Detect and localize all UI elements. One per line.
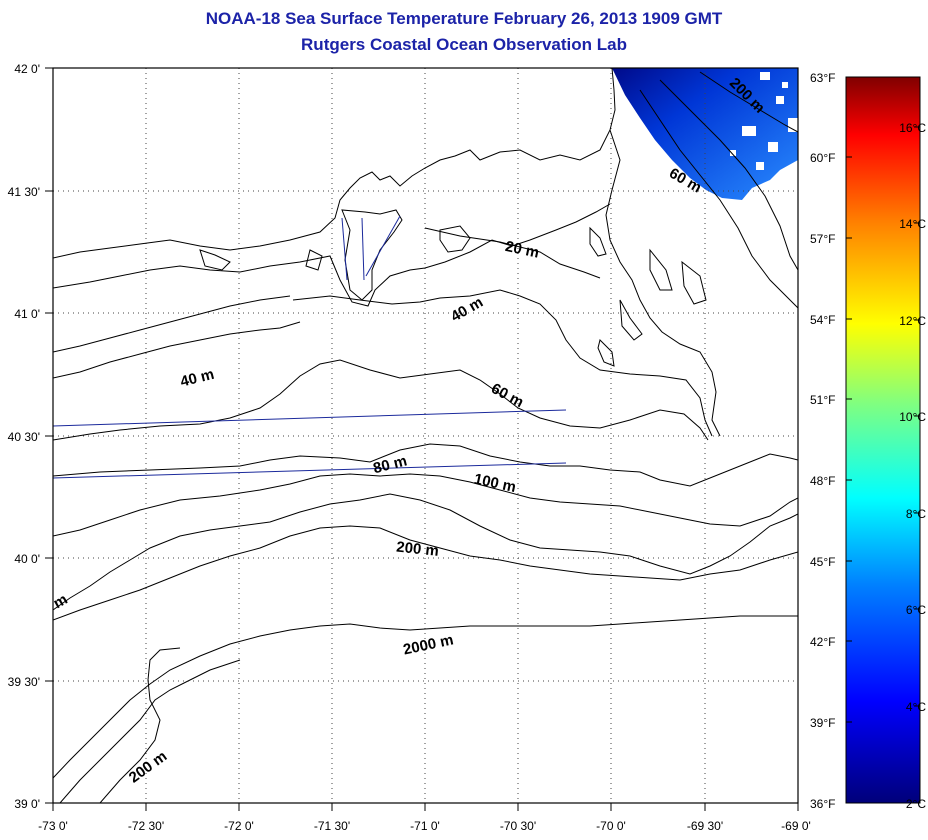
fahrenheit-tick: 39°F	[810, 716, 835, 730]
lat-tick-label: 42 0'	[14, 62, 40, 76]
map-subtitle: Rutgers Coastal Ocean Observation Lab	[301, 35, 627, 54]
celsius-tick: 14°C	[899, 217, 926, 231]
celsius-tick: 16°C	[899, 121, 926, 135]
celsius-labels: 16°C 14°C 12°C 10°C 8°C 6°C 4°C 2°C	[899, 121, 926, 811]
frame-ticks	[45, 67, 799, 811]
celsius-tick: 8°C	[906, 507, 926, 521]
fahrenheit-tick: 45°F	[810, 555, 835, 569]
lon-tick-label: -72 30'	[128, 819, 164, 833]
fahrenheit-tick: 36°F	[810, 797, 835, 811]
fahrenheit-tick: 63°F	[810, 71, 835, 85]
coastline	[53, 68, 616, 259]
lon-tick-label: -69 0'	[781, 819, 811, 833]
celsius-tick: 12°C	[899, 314, 926, 328]
depth-label: 200 m	[396, 539, 440, 560]
celsius-tick: 6°C	[906, 603, 926, 617]
lat-tick-label: 39 0'	[14, 797, 40, 811]
latitude-labels: 42 0' 41 30' 41 0' 40 30' 40 0' 39 30' 3…	[8, 62, 40, 811]
map-title: NOAA-18 Sea Surface Temperature February…	[205, 9, 723, 28]
lon-tick-label: -70 30'	[500, 819, 536, 833]
lat-tick-label: 41 30'	[8, 185, 40, 199]
satellite-track-lines	[53, 215, 567, 479]
longitude-labels: -73 0' -72 30' -72 0' -71 30' -71 0' -70…	[38, 819, 811, 833]
lat-tick-label: 40 30'	[8, 430, 40, 444]
graticule	[53, 68, 798, 803]
lon-tick-label: -70 0'	[596, 819, 626, 833]
fahrenheit-tick: 57°F	[810, 232, 835, 246]
celsius-tick: 10°C	[899, 410, 926, 424]
celsius-tick: 4°C	[906, 700, 926, 714]
lon-tick-label: -73 0'	[38, 819, 68, 833]
bathymetry-contours	[53, 68, 798, 803]
sst-cloud-gaps	[730, 72, 798, 170]
lat-tick-label: 41 0'	[14, 307, 40, 321]
fahrenheit-tick: 54°F	[810, 313, 835, 327]
fahrenheit-labels: 63°F 60°F 57°F 54°F 51°F 48°F 45°F 42°F …	[810, 71, 835, 811]
lon-tick-label: -71 30'	[314, 819, 350, 833]
lat-tick-label: 40 0'	[14, 552, 40, 566]
lon-tick-label: -72 0'	[224, 819, 254, 833]
fahrenheit-tick: 51°F	[810, 393, 835, 407]
depth-label: 20 m	[504, 238, 541, 262]
celsius-tick: 2°C	[906, 797, 926, 811]
lon-tick-label: -69 30'	[687, 819, 723, 833]
fahrenheit-tick: 48°F	[810, 474, 835, 488]
temperature-colorbar	[845, 76, 921, 804]
fahrenheit-tick: 60°F	[810, 151, 835, 165]
fahrenheit-tick: 42°F	[810, 635, 835, 649]
lat-tick-label: 39 30'	[8, 675, 40, 689]
lon-tick-label: -71 0'	[410, 819, 440, 833]
